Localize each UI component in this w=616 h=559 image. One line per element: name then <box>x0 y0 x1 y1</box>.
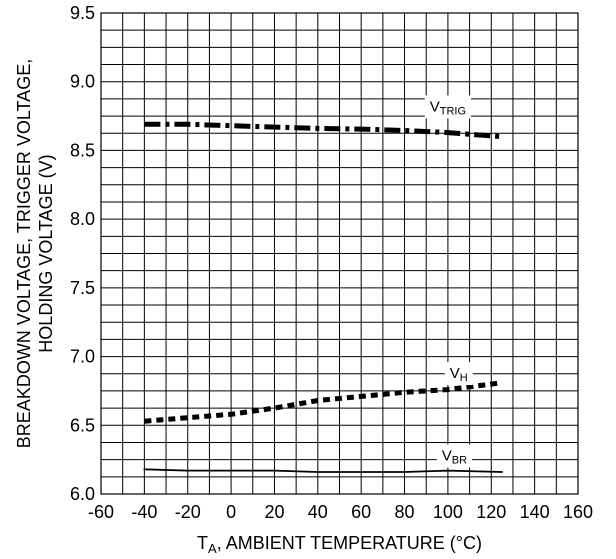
x-tick-label: 120 <box>476 502 506 522</box>
plot-frame <box>100 12 579 495</box>
x-tick-label: 140 <box>520 502 550 522</box>
x-tick-label: 40 <box>308 502 328 522</box>
y-tick-label: 7.0 <box>70 347 95 367</box>
series-label-background <box>436 444 473 468</box>
y-axis-title: BREAKDOWN VOLTAGE, TRIGGER VOLTAGE, HOLDI… <box>14 59 56 448</box>
y-tick-label: 7.5 <box>70 278 95 298</box>
y-tick-label: 6.0 <box>70 484 95 504</box>
series-line-vh <box>144 380 503 424</box>
x-tick-label: 100 <box>433 502 463 522</box>
series-label-background <box>444 362 473 386</box>
y-axis-title-line: HOLDING VOLTAGE (V) <box>36 154 56 352</box>
x-tick-label: -40 <box>131 502 157 522</box>
x-tick-label: 60 <box>351 502 371 522</box>
x-tick-label: -60 <box>88 502 114 522</box>
y-tick-label: 9.5 <box>70 3 95 23</box>
y-axis-title-line: BREAKDOWN VOLTAGE, TRIGGER VOLTAGE, <box>14 59 34 448</box>
series-labels: VTRIG VH VBR <box>424 95 473 468</box>
series-line-vbr <box>143 468 504 473</box>
series-line-vtrig <box>144 121 503 140</box>
x-tick-label: -20 <box>175 502 201 522</box>
x-tick-label: 160 <box>563 502 593 522</box>
y-tick-label: 9.0 <box>70 72 95 92</box>
y-tick-label: 6.5 <box>70 415 95 435</box>
series-label-background <box>424 95 472 119</box>
grid <box>101 13 578 494</box>
x-tick-label: 20 <box>264 502 284 522</box>
y-tick-label: 8.5 <box>70 140 95 160</box>
series-label: VTRIG <box>430 98 466 117</box>
x-tick-label: 80 <box>395 502 415 522</box>
x-axis-title: TA, AMBIENT TEMPERATURE (°C) <box>197 533 482 556</box>
series-group <box>143 121 504 473</box>
series-label: VBR <box>442 448 467 467</box>
series-label: VH <box>450 365 468 384</box>
y-tick-labels: 6.0 6.5 7.0 7.5 8.0 8.5 9.0 9.5 <box>70 3 95 504</box>
y-tick-label: 8.0 <box>70 209 95 229</box>
x-tick-labels: -60 -40 -20 0 20 40 60 80 100 120 140 160 <box>88 502 593 522</box>
x-tick-label: 0 <box>226 502 236 522</box>
